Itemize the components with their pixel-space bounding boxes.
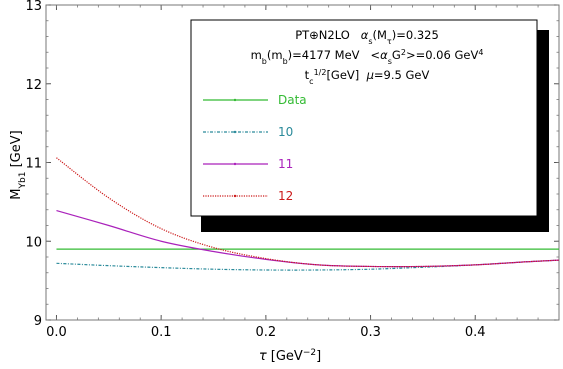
legend-marker-12 — [233, 194, 237, 198]
annotation-line3: tc1/2[GeV] μ=9.5 GeV — [305, 68, 430, 86]
y-tick-label: 9 — [34, 314, 42, 329]
axis-layer: 0.0 0.1 0.2 0.3 0.4 9 10 11 12 13 — [25, 0, 560, 340]
series-layer — [56, 157, 560, 271]
y-tick-label: 12 — [25, 78, 42, 93]
y-tick-label: 13 — [25, 0, 42, 14]
series-line-12 — [56, 157, 560, 268]
legend-marker-11 — [233, 162, 237, 166]
y-axis-label: MΥb1 [GeV] — [9, 130, 28, 199]
legend-label-12: 12 — [278, 189, 293, 203]
x-tick-label: 0.3 — [360, 325, 381, 340]
legend-label-Data: Data — [278, 93, 307, 107]
y-tick-label: 10 — [25, 235, 42, 250]
legend-marker-Data — [233, 98, 237, 102]
legend-label-11: 11 — [278, 157, 293, 171]
x-tick-label: 0.1 — [151, 325, 172, 340]
legend-layer: Data 10 11 12 — [203, 93, 307, 203]
legend-label-10: 10 — [278, 125, 293, 139]
x-tick-label: 0.0 — [46, 325, 67, 340]
legend-marker-10 — [233, 130, 237, 134]
x-axis-label: τ [GeV−2] — [259, 348, 321, 364]
x-tick-label: 0.2 — [256, 325, 277, 340]
legend-box — [190, 19, 538, 217]
x-tick-label: 0.4 — [465, 325, 486, 340]
y-tick-label: 11 — [25, 157, 42, 172]
annotation-line1: PT⊕N2LO αs(Mτ)=0.325 — [295, 28, 439, 46]
annotation-line2: mb(mb)=4177 MeV <αsG2>=0.06 GeV4 — [251, 48, 484, 66]
series-line-10 — [56, 259, 560, 271]
